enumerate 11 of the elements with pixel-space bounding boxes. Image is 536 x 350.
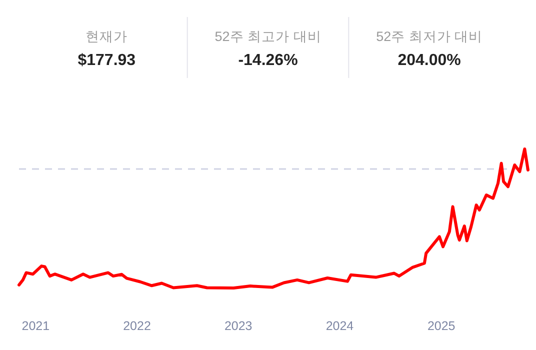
text: -14.26%	[238, 52, 298, 69]
x-tick-label: 2021	[22, 319, 50, 333]
text: 52주 최고가 대비	[214, 29, 322, 44]
x-tick-label: 2022	[123, 319, 151, 333]
x-tick-label: 2023	[224, 319, 252, 333]
text: 52주 최저가 대비	[376, 29, 483, 44]
text: 204.00%	[398, 52, 461, 69]
text: $177.93	[78, 52, 136, 69]
text: 현재가	[86, 29, 128, 44]
x-tick-label: 2024	[326, 319, 354, 333]
x-tick-label: 2025	[427, 319, 456, 333]
